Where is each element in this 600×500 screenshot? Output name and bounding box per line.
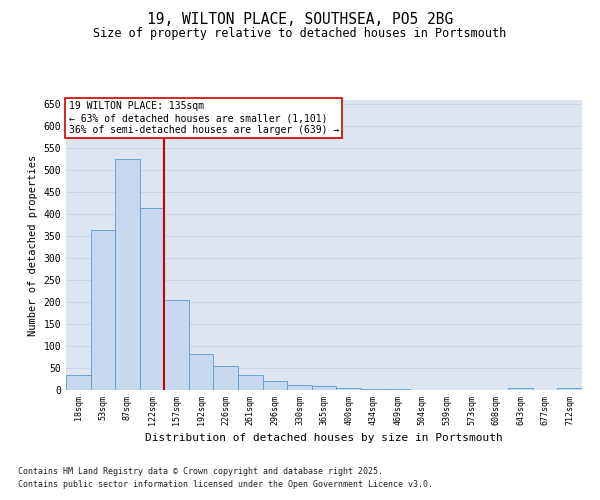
- Text: 19, WILTON PLACE, SOUTHSEA, PO5 2BG: 19, WILTON PLACE, SOUTHSEA, PO5 2BG: [147, 12, 453, 28]
- Bar: [312, 386, 336, 390]
- X-axis label: Distribution of detached houses by size in Portsmouth: Distribution of detached houses by size …: [145, 433, 503, 443]
- Bar: [557, 388, 582, 390]
- Bar: [115, 160, 140, 390]
- Text: Contains HM Land Registry data © Crown copyright and database right 2025.: Contains HM Land Registry data © Crown c…: [18, 467, 383, 476]
- Bar: [361, 388, 385, 390]
- Text: Contains public sector information licensed under the Open Government Licence v3: Contains public sector information licen…: [18, 480, 433, 489]
- Bar: [140, 208, 164, 390]
- Bar: [164, 300, 189, 390]
- Y-axis label: Number of detached properties: Number of detached properties: [28, 154, 38, 336]
- Bar: [508, 388, 533, 390]
- Bar: [91, 230, 115, 390]
- Text: 19 WILTON PLACE: 135sqm
← 63% of detached houses are smaller (1,101)
36% of semi: 19 WILTON PLACE: 135sqm ← 63% of detache…: [68, 102, 339, 134]
- Bar: [287, 384, 312, 390]
- Bar: [214, 366, 238, 390]
- Bar: [263, 381, 287, 390]
- Bar: [336, 388, 361, 390]
- Text: Size of property relative to detached houses in Portsmouth: Size of property relative to detached ho…: [94, 28, 506, 40]
- Bar: [385, 389, 410, 390]
- Bar: [66, 374, 91, 390]
- Bar: [238, 374, 263, 390]
- Bar: [189, 354, 214, 390]
